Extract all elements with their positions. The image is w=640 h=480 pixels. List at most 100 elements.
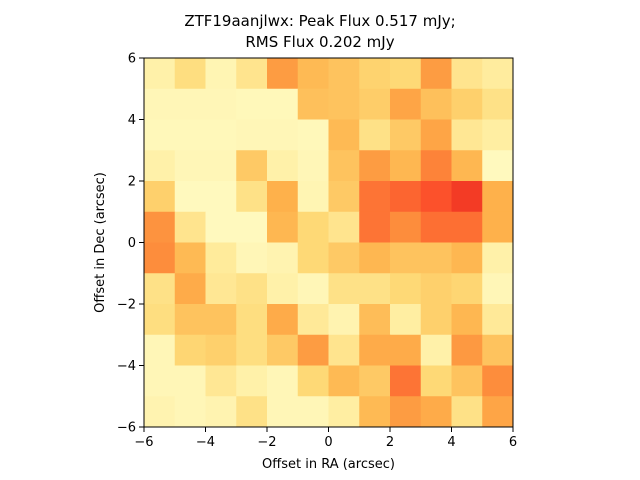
heatmap-cell [297,242,329,274]
heatmap-cell [451,58,483,90]
heatmap-cell [390,396,422,428]
heatmap-cell [359,211,391,243]
heatmap-cell [390,304,422,336]
heatmap-cell [482,273,514,305]
heatmap-cell [205,396,237,428]
heatmap-cell [420,242,452,274]
heatmap-cell [359,365,391,397]
heatmap-cell [174,273,206,305]
heatmap-cells [144,58,514,428]
heatmap-cell [205,304,237,336]
y-tick-label: 2 [128,175,136,190]
heatmap-cell [205,365,237,397]
heatmap-cell [359,150,391,182]
heatmap-cell [420,211,452,243]
heatmap-cell [451,88,483,120]
heatmap-cell [420,150,452,182]
heatmap-cell [144,365,176,397]
heatmap-cell [451,211,483,243]
heatmap-cell [328,58,360,90]
heatmap-cell [236,119,268,151]
heatmap-cell [451,119,483,151]
heatmap-cell [451,273,483,305]
heatmap-cell [205,88,237,120]
heatmap-cell [236,58,268,90]
heatmap-cell [174,150,206,182]
heatmap-cell [359,304,391,336]
heatmap-cell [390,88,422,120]
heatmap-cell [174,365,206,397]
heatmap-cell [420,88,452,120]
heatmap-cell [174,181,206,213]
heatmap-cell [482,304,514,336]
heatmap-cell [482,365,514,397]
heatmap-cell [205,181,237,213]
heatmap-cell [236,181,268,213]
heatmap-cell [205,119,237,151]
heatmap-cell [144,396,176,428]
heatmap-cell [482,119,514,151]
heatmap-cell [482,150,514,182]
heatmap-cell [144,150,176,182]
heatmap-cell [328,181,360,213]
heatmap-cell [297,365,329,397]
heatmap-cell [390,334,422,366]
heatmap-cell [297,88,329,120]
heatmap-cell [144,334,176,366]
heatmap-cell [174,304,206,336]
chart-title-line-1: ZTF19aanjlwx: Peak Flux 0.517 mJy; [184,12,456,30]
heatmap-cell [144,119,176,151]
heatmap-cell [267,58,299,90]
y-tick-label: 6 [128,52,136,67]
heatmap-cell [359,334,391,366]
heatmap-cell [205,58,237,90]
heatmap-cell [420,58,452,90]
heatmap-cell [297,181,329,213]
heatmap-cell [482,211,514,243]
heatmap-cell [328,304,360,336]
x-tick-label: 4 [447,435,455,450]
heatmap-cell [174,119,206,151]
heatmap-cell [236,334,268,366]
x-tick-label: −6 [134,435,153,450]
heatmap-cell [297,334,329,366]
heatmap-cell [451,334,483,366]
heatmap-cell [205,242,237,274]
heatmap-cell [144,58,176,90]
heatmap-cell [174,211,206,243]
heatmap-cell [328,150,360,182]
x-axis-ticks: −6 −4 −2 0 2 4 6 [134,427,517,450]
x-tick-label: 6 [509,435,517,450]
heatmap-cell [390,242,422,274]
heatmap-cell [144,88,176,120]
y-axis-ticks: −6 −4 −2 0 2 4 6 [117,52,144,436]
y-tick-label: 0 [128,236,136,251]
heatmap-cell [328,119,360,151]
heatmap-cell [359,242,391,274]
heatmap-cell [174,396,206,428]
heatmap-cell [420,365,452,397]
heatmap-cell [482,58,514,90]
heatmap-cell [420,119,452,151]
chart-title-line-2: RMS Flux 0.202 mJy [245,33,395,51]
heatmap-cell [267,181,299,213]
heatmap-cell [174,242,206,274]
heatmap-cell [267,150,299,182]
heatmap-cell [420,304,452,336]
heatmap-cell [205,334,237,366]
heatmap-cell [451,396,483,428]
heatmap-cell [482,242,514,274]
heatmap-cell [205,211,237,243]
heatmap-cell [297,150,329,182]
heatmap-cell [236,396,268,428]
heatmap-cell [359,119,391,151]
x-axis-label: Offset in RA (arcsec) [262,457,395,472]
heatmap-cell [451,304,483,336]
heatmap-cell [451,150,483,182]
heatmap-cell [390,211,422,243]
heatmap-cell [236,150,268,182]
heatmap-cell [359,396,391,428]
heatmap-cell [390,119,422,151]
heatmap-cell [267,88,299,120]
heatmap-cell [328,242,360,274]
